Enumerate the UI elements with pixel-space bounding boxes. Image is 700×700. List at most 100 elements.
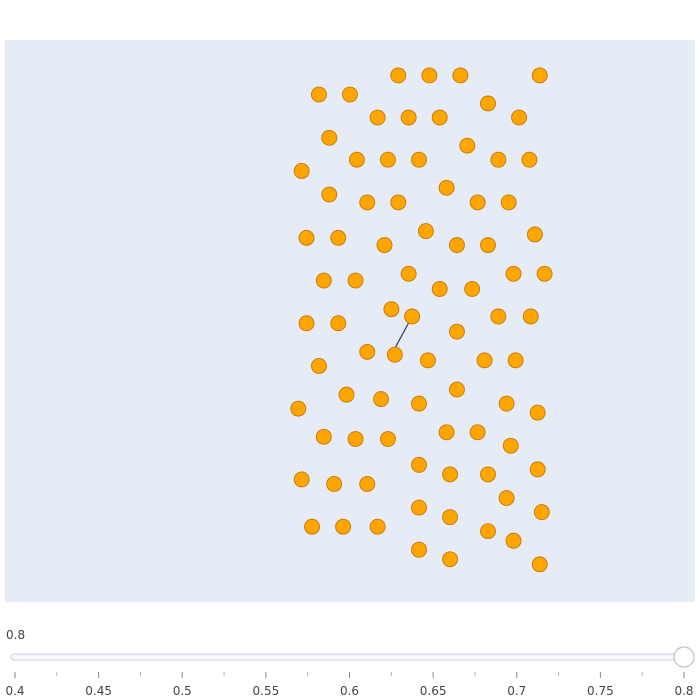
- scatter-point: [449, 381, 465, 398]
- scatter-point: [411, 395, 427, 412]
- scatter-point: [417, 223, 434, 240]
- scatter-point: [390, 67, 407, 84]
- scatter-point: [359, 194, 376, 211]
- slider-tick-labels: 0.4 0.45 0.5 0.55 0.6 0.65 0.7 0.75 0.8: [5, 684, 693, 698]
- scatter-point: [480, 237, 496, 254]
- scatter-point: [404, 308, 421, 325]
- scatter-point: [498, 395, 515, 412]
- scatter-point: [452, 67, 469, 84]
- scatter-point: [507, 352, 524, 369]
- scatter-point: [498, 490, 515, 506]
- scatter-point: [533, 504, 550, 521]
- scatter-point: [420, 352, 436, 369]
- slider-rail[interactable]: [10, 653, 687, 661]
- scatter-point: [304, 518, 320, 535]
- scatter-point: [330, 315, 347, 332]
- scatter-point: [469, 194, 486, 211]
- scatter-point: [359, 343, 376, 360]
- scatter-point: [342, 86, 358, 103]
- scatter-point: [411, 499, 427, 516]
- scatter-point: [502, 437, 519, 454]
- scatter-point: [411, 541, 427, 558]
- scatter-point: [311, 86, 327, 103]
- scatter-point: [386, 346, 403, 363]
- scatter-point: [290, 400, 307, 417]
- scatter-point: [442, 466, 458, 483]
- scatter-point: [421, 67, 438, 84]
- scatter-point: [369, 518, 386, 535]
- slider-tick-label: 0.55: [253, 684, 280, 698]
- scatter-point: [376, 237, 393, 254]
- slider-current-value: 0.8: [6, 628, 25, 642]
- scatter-point: [321, 186, 338, 203]
- scatter-point: [383, 301, 400, 318]
- scatter-point: [531, 556, 548, 573]
- scatter-point: [521, 151, 538, 168]
- scatter-point: [476, 352, 493, 369]
- scatter-point: [411, 456, 427, 473]
- scatter-point: [490, 151, 507, 168]
- slider-handle[interactable]: [673, 646, 695, 668]
- scatter-point: [311, 358, 327, 374]
- scatter-point: [480, 523, 496, 540]
- scatter-point: [293, 162, 310, 179]
- scatter-point: [529, 461, 546, 478]
- scatter-point: [459, 137, 476, 154]
- scatter-point: [442, 509, 458, 526]
- scatter-point: [315, 272, 332, 289]
- scatter-point: [522, 308, 539, 325]
- scatter-point: [536, 265, 553, 282]
- scatter-point: [373, 391, 389, 408]
- scatter-point: [500, 194, 517, 211]
- slider-tick-label: 0.6: [340, 684, 359, 698]
- scatter-point: [531, 67, 548, 84]
- scatter-point: [411, 151, 427, 168]
- scatter-point: [400, 265, 417, 282]
- scatter-point: [347, 431, 364, 447]
- slider-tick-label: 0.8: [674, 684, 693, 698]
- slider-tick-label: 0.45: [85, 684, 112, 698]
- plot-background: [5, 40, 695, 602]
- scatter-point: [480, 466, 496, 483]
- scatter-point: [335, 518, 352, 535]
- scatter-point: [330, 229, 347, 246]
- scatter-point: [505, 532, 522, 549]
- scatter-point: [347, 272, 364, 289]
- scatter-point: [449, 323, 465, 340]
- scatter-point: [529, 404, 546, 421]
- slider-tick-label: 0.4: [5, 684, 24, 698]
- scatter-point: [326, 476, 343, 492]
- scatter-point: [338, 386, 355, 403]
- scatter-point: [490, 308, 507, 325]
- points-layer: [290, 67, 553, 573]
- scatter-point: [348, 151, 365, 168]
- scatter-point: [511, 109, 527, 126]
- slider-tick-label: 0.75: [587, 684, 614, 698]
- slider-tick-label: 0.5: [173, 684, 192, 698]
- slider-tick-label: 0.65: [420, 684, 447, 698]
- scatter-point: [298, 229, 315, 246]
- scatter-point: [449, 237, 465, 254]
- scatter-point: [526, 226, 543, 243]
- scatter-point: [380, 431, 396, 447]
- scatter-point: [464, 281, 481, 297]
- scatter-point: [438, 424, 455, 441]
- scatter-point: [298, 315, 315, 332]
- scatter-point: [315, 428, 332, 445]
- slider-tick-label: 0.7: [507, 684, 526, 698]
- scatter-point: [380, 151, 396, 168]
- scatter-point: [390, 194, 407, 211]
- scatter-point: [359, 476, 376, 492]
- scatter-point: [321, 129, 338, 146]
- slider-ticks: [14, 672, 685, 678]
- scatter-point: [400, 109, 417, 126]
- scatter-point: [438, 179, 455, 196]
- scatter-point: [469, 424, 486, 441]
- scatter-point: [505, 265, 522, 282]
- scatter-point: [431, 109, 448, 126]
- scatter-point: [442, 551, 458, 568]
- scatter-point: [369, 109, 386, 126]
- scatter-point: [480, 95, 496, 112]
- scatter-point: [293, 471, 310, 488]
